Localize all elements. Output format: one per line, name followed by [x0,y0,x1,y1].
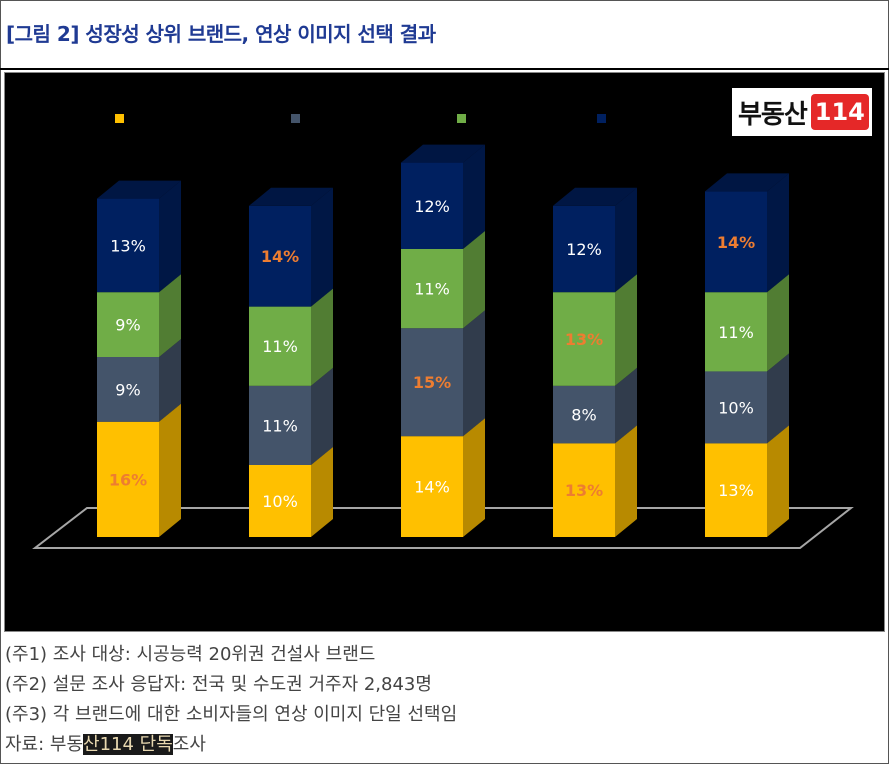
bar-segment [705,371,767,444]
data-label: 14% [414,478,450,497]
bar-side [159,274,181,357]
title-divider [0,68,889,70]
bar-side [311,367,333,465]
bar-segment [705,443,767,537]
bar-top [97,180,181,199]
bar-side [615,425,637,537]
bar-segment [97,421,159,537]
bar-side [615,367,637,444]
bar-side [767,425,789,537]
bar-segment [249,205,311,307]
footnote-2: (주2) 설문 조사 응답자: 전국 및 수도권 거주자 2,843명 [5,674,432,695]
bar-side [159,339,181,422]
data-label: 12% [566,240,602,259]
bar-segment [553,385,615,444]
data-label: 8% [571,406,596,425]
bar-segment [401,436,463,537]
data-label: 9% [115,380,140,399]
bar-segment [553,443,615,537]
bar-side [463,231,485,329]
data-label: 11% [262,337,298,356]
data-label: 16% [109,470,147,489]
data-label: 13% [110,236,146,255]
data-label: 11% [718,323,754,342]
data-label: 11% [414,280,450,299]
source-highlight: 산114 단독 [83,734,173,755]
source-line: 자료: 부동산114 단독조사 [5,730,457,760]
bar-segment [97,198,159,293]
legend-marker [115,114,124,123]
bar-side [767,274,789,372]
bar-side [159,403,181,537]
bar-segment [97,292,159,357]
data-label: 13% [565,330,603,349]
legend-marker [597,114,606,123]
bar-segment [97,357,159,422]
brand-logo: 부동산 114 [732,88,872,136]
legend-marker [291,114,300,123]
figure-title: [그림 2] 성장성 상위 브랜드, 연상 이미지 선택 결과 [6,22,436,46]
logo-text: 부동산 [738,99,808,130]
bar-top [705,173,789,192]
bar-side [463,310,485,437]
footnote-3: (주3) 각 브랜드에 대한 소비자들의 연상 이미지 단일 선택임 [5,704,458,725]
legend-marker [457,114,466,123]
data-label: 12% [414,197,450,216]
bar-segment [553,292,615,386]
stacked-bar-chart: 16% 9% 9% 13% 10% 11% 11% 14% 14% 15% 11% 12% 13% 8% 1… [32,114,854,549]
data-label: 9% [115,316,140,335]
bar-top [401,144,485,163]
data-label: 14% [261,247,299,266]
bar-side [311,187,333,307]
bar-side [615,187,637,293]
bar-side [767,353,789,444]
source-prefix: 자료: 부동 [5,734,84,755]
bar-segment [401,249,463,329]
bar-segment [705,292,767,372]
footnotes: (주1) 조사 대상: 시공능력 20위권 건설사 브랜드 (주2) 설문 조사… [5,640,457,760]
bar-top [249,187,333,206]
chart-area: 16% 9% 9% 13% 10% 11% 11% 14% 14% 15% 11% 12% 13% 8% 1… [4,72,885,632]
bar-segment [249,306,311,386]
data-label: 10% [262,492,298,511]
data-label: 11% [262,416,298,435]
bar-segment [249,385,311,465]
bar-segment [553,205,615,293]
source-suffix: 조사 [172,734,206,755]
footnote-1: (주1) 조사 대상: 시공능력 20위권 건설사 브랜드 [5,644,376,665]
bar-segment [401,162,463,249]
bar-side [159,180,181,293]
bar-side [311,288,333,386]
data-label: 13% [718,481,754,500]
bar-side [463,418,485,537]
bar-side [615,274,637,386]
logo-number: 114 [810,94,869,130]
data-label: 15% [413,373,451,392]
bar-top [553,187,637,206]
bar-side [767,173,789,293]
bar-segment [249,465,311,537]
bar-segment [705,191,767,293]
bar-side [311,447,333,537]
bar-side [463,144,485,249]
data-label: 13% [565,481,603,500]
data-label: 10% [718,398,754,417]
bar-segment [401,328,463,437]
data-label: 14% [717,233,755,252]
